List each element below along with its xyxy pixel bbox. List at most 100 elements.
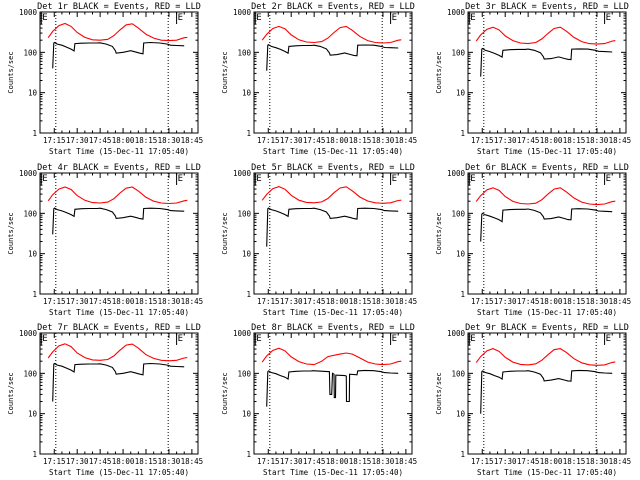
x-tick-label: 17:15: [471, 457, 494, 466]
x-tick-label: 18:30: [158, 457, 181, 466]
e-marker-label: E: [606, 13, 611, 23]
x-tick-label: 18:45: [609, 457, 632, 466]
y-tick-label: 100: [451, 209, 465, 218]
x-tick-label: 17:15: [43, 457, 66, 466]
y-tick-label: 10: [28, 250, 38, 259]
series-lld-line: [47, 22, 188, 42]
series-events-line: [480, 208, 613, 242]
x-tick-label: 18:30: [586, 136, 609, 145]
y-tick-label: 100: [451, 369, 465, 378]
x-tick-label: 18:00: [540, 136, 563, 145]
panel-title: Det 7r BLACK = Events, RED = LLD: [37, 323, 201, 333]
e-marker-label: E: [470, 13, 475, 23]
y-tick-label: 10: [28, 89, 38, 98]
y-axis-label: Counts/sec: [221, 372, 229, 414]
x-tick-label: 17:30: [494, 297, 517, 306]
y-axis-label: Counts/sec: [7, 51, 15, 93]
y-tick-label: 100: [237, 48, 251, 57]
x-axis-label: Start Time (15-Dec-11 17:05:40): [49, 468, 189, 477]
x-tick-label: 18:15: [135, 457, 158, 466]
y-tick-label: 100: [237, 209, 251, 218]
x-tick-label: 18:00: [540, 297, 563, 306]
y-tick-label: 1: [246, 129, 251, 138]
y-tick-label: 1000: [19, 169, 38, 178]
panel-title: Det 3r BLACK = Events, RED = LLD: [465, 2, 629, 12]
e-marker-label: E: [392, 13, 397, 23]
x-tick-label: 18:45: [395, 297, 418, 306]
e-marker-label: E: [42, 174, 47, 184]
e-marker-label: E: [392, 174, 397, 184]
x-tick-label: 17:15: [257, 136, 280, 145]
y-tick-label: 100: [23, 48, 37, 57]
y-tick-label: 100: [23, 369, 37, 378]
panel-det-6r: Det 6r BLACK = Events, RED = LLD Counts/s…: [435, 163, 631, 317]
y-axis-label: Counts/sec: [221, 51, 229, 93]
series-events-line: [480, 369, 613, 414]
x-tick-label: 17:15: [257, 297, 280, 306]
series-events-line: [52, 41, 185, 69]
x-tick-label: 18:00: [326, 136, 349, 145]
y-axis-label: Counts/sec: [7, 212, 15, 254]
y-tick-label: 10: [242, 250, 252, 259]
x-tick-label: 18:00: [112, 136, 135, 145]
x-axis-label: Start Time (15-Dec-11 17:05:40): [477, 147, 617, 156]
x-tick-label: 17:45: [517, 297, 540, 306]
y-tick-label: 100: [23, 209, 37, 218]
e-marker-label: E: [256, 13, 261, 23]
panel-det-3r: Det 3r BLACK = Events, RED = LLD Counts/s…: [435, 2, 631, 156]
y-tick-label: 1: [246, 290, 251, 299]
x-tick-label: 18:15: [563, 136, 586, 145]
y-tick-label: 1: [460, 450, 465, 459]
x-axis-label: Start Time (15-Dec-11 17:05:40): [49, 147, 189, 156]
series-lld-line: [261, 186, 402, 204]
x-tick-label: 18:00: [112, 297, 135, 306]
series-events-line: [52, 362, 185, 402]
panel-det-5r: Det 5r BLACK = Events, RED = LLD Counts/s…: [221, 163, 417, 317]
plot-frame: [39, 332, 199, 455]
panel-det-7r: Det 7r BLACK = Events, RED = LLD Counts/s…: [7, 323, 203, 477]
x-tick-label: 18:15: [349, 297, 372, 306]
x-tick-label: 17:30: [280, 297, 303, 306]
panel-det-4r: Det 4r BLACK = Events, RED = LLD Counts/s…: [7, 163, 203, 317]
x-tick-label: 17:45: [89, 297, 112, 306]
panel-det-8r: Det 8r BLACK = Events, RED = LLD Counts/s…: [221, 323, 417, 477]
x-tick-label: 17:30: [280, 457, 303, 466]
x-tick-label: 18:00: [326, 297, 349, 306]
x-tick-label: 17:30: [280, 136, 303, 145]
x-tick-label: 17:30: [66, 457, 89, 466]
y-tick-label: 1000: [233, 8, 252, 17]
y-tick-label: 1000: [447, 329, 466, 338]
y-tick-label: 1000: [19, 8, 38, 17]
x-tick-label: 17:30: [66, 136, 89, 145]
series-lld-line: [475, 348, 616, 366]
x-tick-label: 18:45: [609, 297, 632, 306]
x-tick-label: 17:15: [43, 297, 66, 306]
panel-title: Det 9r BLACK = Events, RED = LLD: [465, 323, 629, 333]
x-axis-label: Start Time (15-Dec-11 17:05:40): [477, 308, 617, 317]
x-tick-label: 18:30: [158, 136, 181, 145]
e-marker-label: E: [42, 13, 47, 23]
y-axis-label: Counts/sec: [221, 212, 229, 254]
y-tick-label: 1000: [233, 169, 252, 178]
y-tick-label: 1: [460, 290, 465, 299]
x-tick-label: 18:15: [349, 457, 372, 466]
x-tick-label: 17:45: [303, 136, 326, 145]
plot-frame: [467, 332, 627, 455]
x-tick-label: 18:45: [609, 136, 632, 145]
y-tick-label: 100: [451, 48, 465, 57]
x-tick-label: 17:15: [257, 457, 280, 466]
y-tick-label: 1: [32, 290, 37, 299]
series-events-line: [52, 207, 185, 235]
y-axis-label: Counts/sec: [435, 372, 443, 414]
x-tick-label: 18:45: [395, 457, 418, 466]
y-tick-label: 1: [32, 129, 37, 138]
series-lld-line: [261, 347, 402, 366]
panel-det-1r: Det 1r BLACK = Events, RED = LLD Counts/s…: [7, 2, 203, 156]
series-events-line: [266, 207, 399, 247]
e-marker-label: E: [178, 13, 183, 23]
y-tick-label: 1000: [19, 329, 38, 338]
panel-title: Det 5r BLACK = Events, RED = LLD: [251, 163, 415, 173]
e-marker-label: E: [256, 174, 261, 184]
series-lld-line: [475, 26, 616, 45]
x-tick-label: 17:15: [43, 136, 66, 145]
